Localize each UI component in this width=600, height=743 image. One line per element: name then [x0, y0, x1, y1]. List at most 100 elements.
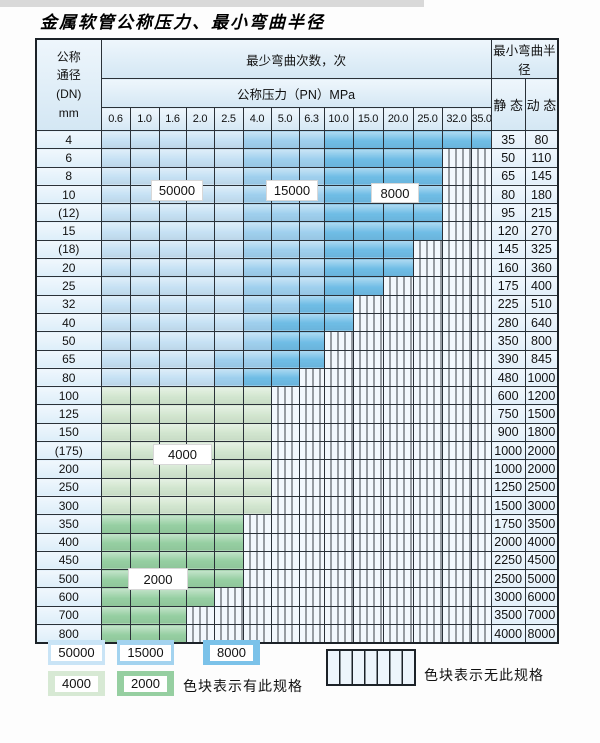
table-row: 80 480 1000 [35, 367, 559, 388]
spec-cell-15000 [242, 331, 272, 351]
no-spec-cell [242, 550, 272, 571]
no-spec-cell [470, 312, 492, 333]
no-spec-cell [470, 221, 492, 241]
pressure-column-header: 1.6 [158, 107, 187, 131]
pressure-column-header: 32.0 [441, 107, 472, 131]
no-spec-cell [470, 294, 492, 314]
spec-cell-8000 [323, 312, 354, 333]
dynamic-radius-cell: 110 [524, 148, 559, 168]
spec-cell-50000 [100, 331, 131, 351]
spec-cell-2000 [100, 550, 131, 571]
no-spec-cell [382, 349, 414, 369]
no-spec-cell [412, 569, 443, 589]
dynamic-radius-cell: 1000 [524, 367, 559, 388]
cycle-label-8000: 8000 [371, 183, 419, 203]
no-spec-cell [382, 294, 414, 314]
no-spec-cell [441, 294, 472, 314]
no-spec-cell [412, 331, 443, 351]
no-spec-cell [441, 367, 472, 388]
no-spec-cell [441, 532, 472, 552]
static-radius-cell: 80 [490, 184, 526, 205]
pressure-column-header: 2.0 [185, 107, 215, 131]
spec-cell-4000 [213, 386, 244, 406]
no-spec-cell [382, 605, 414, 626]
spec-cell-50000 [100, 129, 131, 150]
corner-header: 公称 通径 (DN) mm [35, 38, 102, 131]
spec-cell-2000 [158, 605, 187, 626]
pressure-column-header: 20.0 [382, 107, 414, 131]
legend-no-spec-text: 色块表示无此规格 [424, 667, 544, 683]
pressure-column-header: 4.0 [242, 107, 272, 131]
dn-cell: 10 [35, 184, 102, 205]
no-spec-cell [323, 514, 354, 534]
no-spec-cell [441, 441, 472, 461]
no-spec-cell [352, 422, 384, 443]
no-spec-cell [412, 294, 443, 314]
no-spec-cell [352, 459, 384, 479]
dynamic-radius-cell: 145 [524, 166, 559, 186]
no-spec-cell [352, 550, 384, 571]
static-radius-cell: 600 [490, 386, 526, 406]
no-spec-cell [323, 532, 354, 552]
no-spec-cell [298, 587, 325, 607]
spec-cell-4000 [158, 422, 187, 443]
no-spec-cell [323, 404, 354, 424]
table-row: 250 1250 2500 [35, 477, 559, 497]
spec-cell-8000 [298, 294, 325, 314]
no-spec-cell [441, 386, 472, 406]
no-spec-cell [382, 459, 414, 479]
static-radius-cell: 1500 [490, 495, 526, 516]
spec-cell-8000 [323, 221, 354, 241]
spec-cell-8000 [382, 129, 414, 150]
cycle-label-15000: 15000 [266, 180, 318, 201]
no-spec-cell [298, 367, 325, 388]
spec-cell-50000 [213, 184, 244, 205]
no-spec-cell [323, 550, 354, 571]
spec-cell-15000 [270, 148, 300, 168]
spec-cell-8000 [382, 221, 414, 241]
dn-cell: 350 [35, 514, 102, 534]
no-spec-cell [412, 312, 443, 333]
dynamic-radius-cell: 4500 [524, 550, 559, 571]
no-spec-cell [441, 495, 472, 516]
no-spec-cell [382, 367, 414, 388]
no-spec-cell [270, 624, 300, 644]
spec-cell-50000 [100, 148, 131, 168]
static-radius-cell: 2250 [490, 550, 526, 571]
spec-cell-15000 [298, 258, 325, 278]
spec-cell-8000 [352, 166, 384, 186]
no-spec-cell [323, 422, 354, 443]
spec-cell-4000 [213, 422, 244, 443]
static-column-header: 静 态 [490, 78, 526, 131]
table-row: 400 2000 4000 [35, 532, 559, 552]
spec-cell-8000 [242, 367, 272, 388]
spec-cell-4000 [213, 495, 244, 516]
no-spec-cell [352, 367, 384, 388]
cycle-label-50000: 50000 [151, 180, 203, 201]
no-spec-cell [270, 532, 300, 552]
table-row: 25 175 400 [35, 276, 559, 296]
spec-cell-4000 [100, 477, 131, 497]
dn-cell: 8 [35, 166, 102, 186]
spec-cell-4000 [129, 459, 160, 479]
spec-cell-8000 [323, 258, 354, 278]
no-spec-cell [441, 166, 472, 186]
pressure-column-header: 15.0 [352, 107, 384, 131]
spec-cell-15000 [242, 184, 272, 205]
no-spec-cell [213, 605, 244, 626]
spec-cell-8000 [298, 312, 325, 333]
dn-cell: 200 [35, 459, 102, 479]
spec-cell-2000 [185, 514, 215, 534]
no-spec-cell [352, 532, 384, 552]
no-spec-cell [412, 276, 443, 296]
spec-cell-15000 [242, 294, 272, 314]
dn-cell: 125 [35, 404, 102, 424]
spec-cell-50000 [158, 148, 187, 168]
table-row: 125 750 1500 [35, 404, 559, 424]
dynamic-radius-cell: 1800 [524, 422, 559, 443]
no-spec-cell [470, 477, 492, 497]
table-row: 150 900 1800 [35, 422, 559, 443]
spec-cell-2000 [213, 532, 244, 552]
no-spec-cell [352, 349, 384, 369]
